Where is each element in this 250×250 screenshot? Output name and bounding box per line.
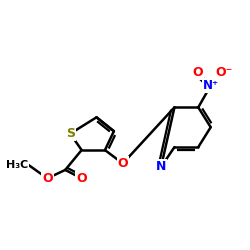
Text: O: O	[42, 172, 53, 185]
Text: O: O	[76, 172, 87, 185]
Text: O: O	[118, 157, 128, 170]
Text: O⁻: O⁻	[216, 66, 233, 79]
Text: N: N	[156, 160, 166, 173]
Text: O: O	[192, 66, 202, 79]
Text: N⁺: N⁺	[202, 79, 219, 92]
Text: H₃C: H₃C	[6, 160, 28, 170]
Text: S: S	[66, 127, 75, 140]
